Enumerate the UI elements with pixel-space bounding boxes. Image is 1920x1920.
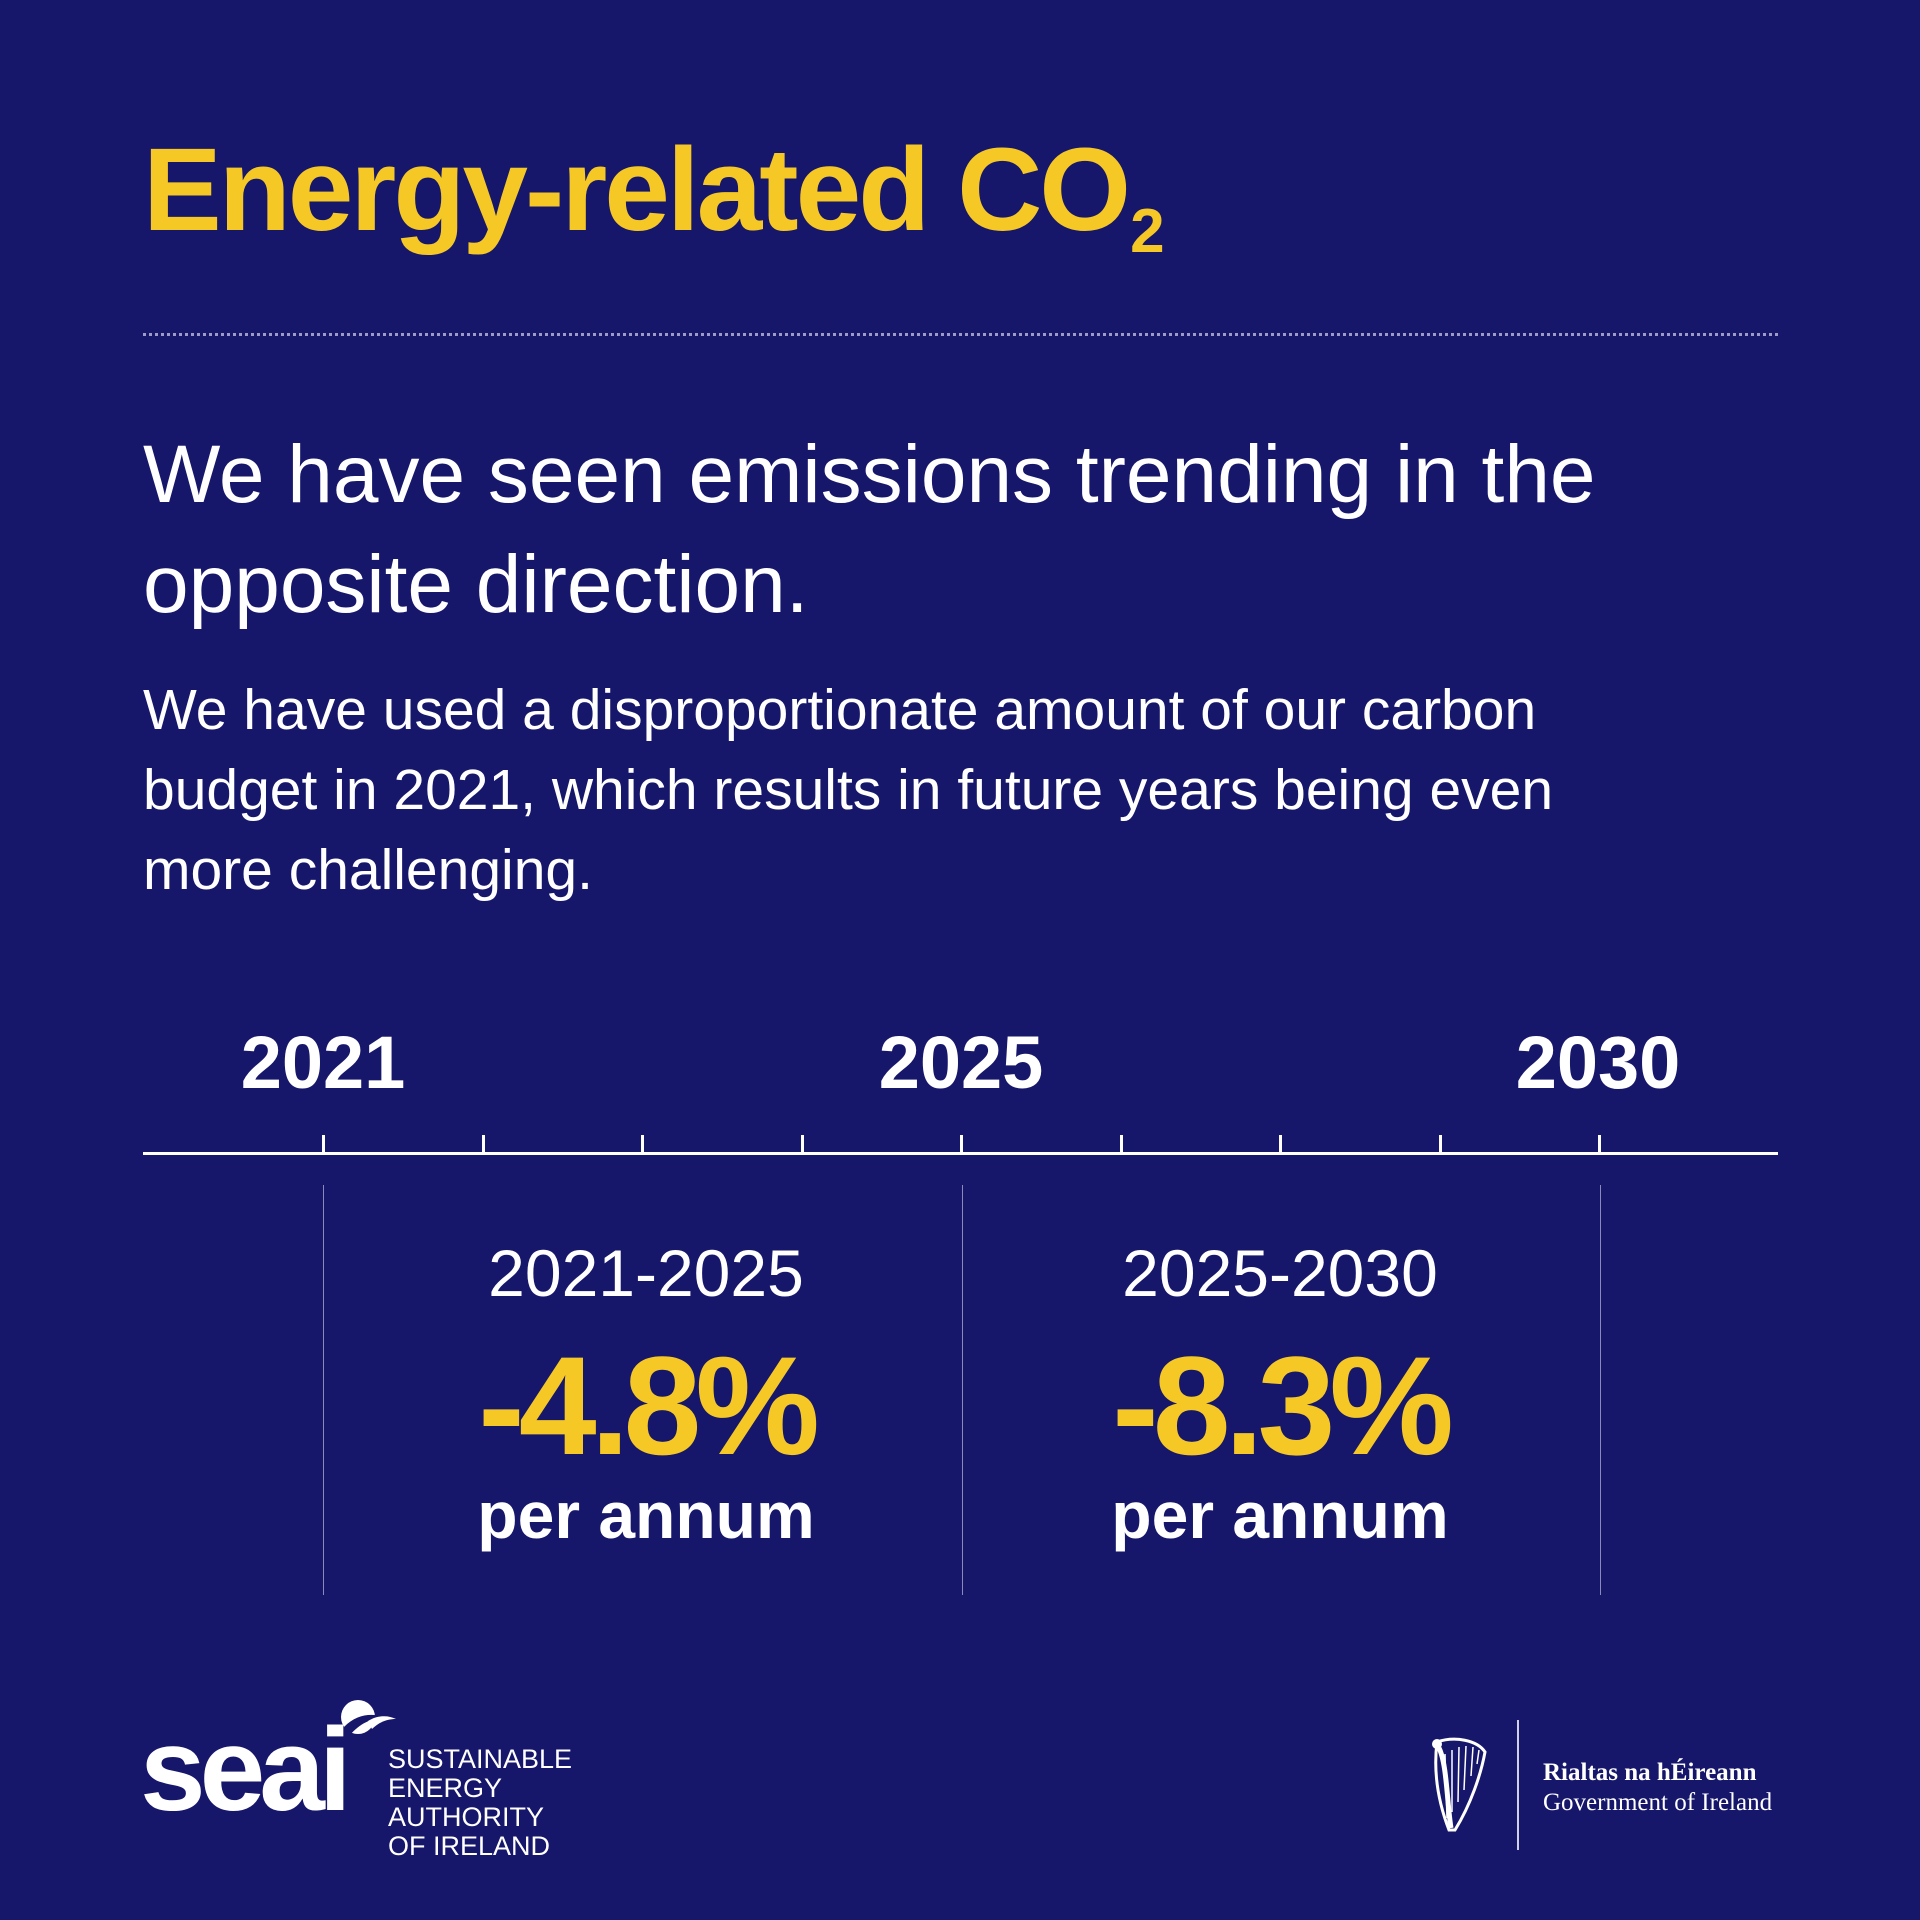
- period-divider: [323, 1185, 324, 1595]
- timeline-tick: [482, 1135, 485, 1153]
- timeline-tick: [1120, 1135, 1123, 1153]
- period-range-2: 2025-2030: [1122, 1236, 1438, 1310]
- seai-name-line: SUSTAINABLE: [388, 1744, 573, 1774]
- harp-icon: [1432, 1737, 1487, 1832]
- page-title: Energy-related CO2: [143, 120, 1165, 266]
- seai-name-line: OF IRELAND: [388, 1831, 551, 1861]
- seai-swoosh-icon: [341, 1700, 396, 1735]
- period-unit-2: per annum: [1111, 1478, 1449, 1552]
- timeline-tick: [322, 1135, 325, 1153]
- title-subscript: 2: [1130, 197, 1165, 266]
- seai-logo: seai SUSTAINABLE ENERGY AUTHORITY OF IRE…: [140, 1695, 660, 1861]
- headline: We have seen emissions trending in the o…: [143, 429, 1596, 630]
- timeline-tick: [1439, 1135, 1442, 1153]
- period-change-1: -4.8%: [478, 1327, 820, 1484]
- body-text: We have used a disproportionate amount o…: [143, 678, 1554, 902]
- timeline-tick: [801, 1135, 804, 1153]
- timeline-axis: [143, 1152, 1778, 1155]
- government-logo: Rialtas na hÉireann Government of Irelan…: [1425, 1720, 1805, 1850]
- year-label-2030: 2030: [1515, 1021, 1681, 1104]
- year-label-2025: 2025: [878, 1021, 1044, 1104]
- period-range-1: 2021-2025: [488, 1236, 804, 1310]
- government-name-english: Government of Ireland: [1543, 1789, 1773, 1816]
- period-unit-1: per annum: [477, 1478, 815, 1552]
- timeline-tick: [641, 1135, 644, 1153]
- seai-full-name: SUSTAINABLE ENERGY AUTHORITY OF IRELAND: [388, 1745, 660, 1861]
- timeline-tick: [1279, 1135, 1282, 1153]
- year-label-2021: 2021: [240, 1021, 406, 1104]
- period-change-2: -8.3%: [1112, 1327, 1454, 1484]
- period-divider: [1600, 1185, 1601, 1595]
- logo-divider: [1517, 1720, 1519, 1850]
- government-name: Rialtas na hÉireann Government of Irelan…: [1543, 1758, 1772, 1818]
- dotted-divider: [143, 333, 1778, 336]
- seai-name-line: ENERGY AUTHORITY: [388, 1773, 545, 1832]
- period-divider: [962, 1185, 963, 1595]
- timeline-tick: [1598, 1135, 1601, 1153]
- title-main: Energy-related CO: [143, 124, 1131, 256]
- timeline-tick: [960, 1135, 963, 1153]
- government-name-irish: Rialtas na hÉireann: [1543, 1759, 1757, 1786]
- seai-wordmark: seai: [140, 1704, 352, 1836]
